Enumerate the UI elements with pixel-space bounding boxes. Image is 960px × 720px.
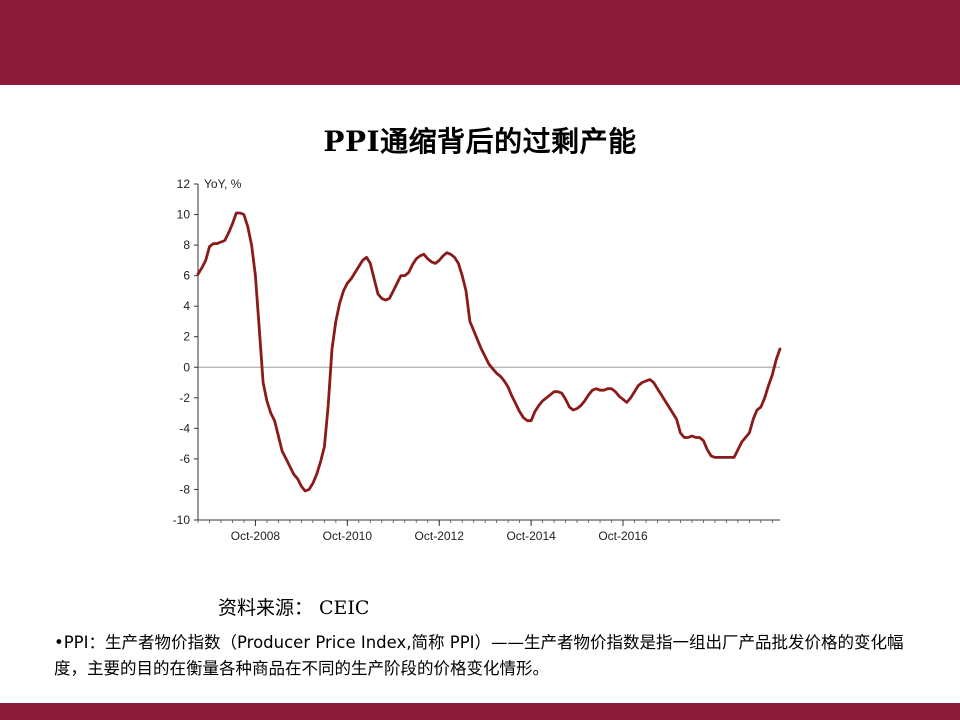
y-axis-label: YoY, %: [204, 177, 242, 191]
slide-title: PPI通缩背后的过剩产能: [323, 125, 637, 158]
y-tick-label: 4: [183, 299, 190, 313]
header-bar: [0, 0, 960, 85]
y-tick-label: -8: [179, 482, 190, 496]
y-tick-label: 8: [183, 238, 190, 252]
ppi-definition-note: •PPI：生产者物价指数（Producer Price Index,简称 PPI…: [54, 630, 924, 682]
ppi-line-chart: 12 10 8 6 4 2 0 -2 -4 -6 -8 -10 Oct-2008 Oct-2010 Oct-…: [173, 177, 782, 543]
source-value: CEIC: [319, 597, 370, 619]
footer-bar: [0, 703, 960, 720]
x-tick-label: Oct-2014: [506, 529, 556, 543]
source-line: 资料来源： CEIC: [218, 593, 369, 620]
x-tick-label: Oct-2008: [231, 529, 281, 543]
y-tick-label: 6: [183, 269, 190, 283]
x-tick-label: Oct-2010: [323, 529, 373, 543]
y-tick-label: -2: [179, 391, 190, 405]
source-label: 资料来源：: [218, 597, 314, 619]
note-text: PPI：生产者物价指数（Producer Price Index,简称 PPI）…: [54, 633, 904, 678]
y-tick-label: 2: [183, 330, 190, 344]
note-bullet: •: [54, 633, 64, 652]
x-tick-label: Oct-2016: [598, 529, 648, 543]
y-tick-label: -4: [179, 421, 190, 435]
y-tick-label: -10: [173, 513, 191, 527]
ppi-series-line: [196, 211, 782, 493]
y-tick-label: -6: [179, 452, 190, 466]
y-tick-label: 10: [177, 208, 191, 222]
y-tick-label: 12: [177, 177, 191, 191]
x-tick-label: Oct-2012: [415, 529, 465, 543]
y-tick-label: 0: [183, 360, 190, 374]
